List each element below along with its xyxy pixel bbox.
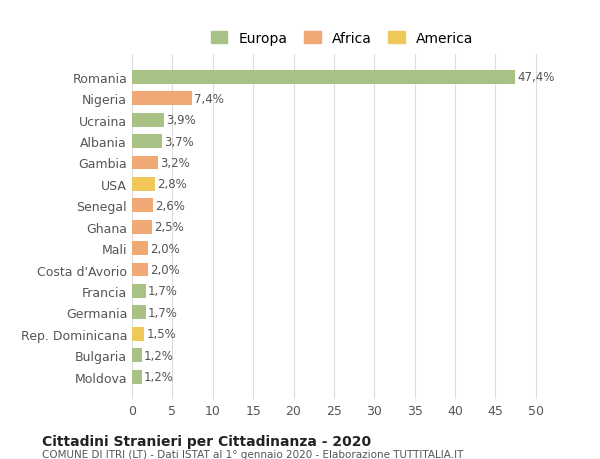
Bar [132,113,163,127]
Bar [132,348,142,362]
Bar [132,263,148,277]
Text: 1,7%: 1,7% [148,306,178,319]
Bar [132,92,192,106]
Bar [132,327,144,341]
Text: 2,6%: 2,6% [155,199,185,213]
Bar [132,178,155,191]
Bar [132,156,158,170]
Text: 1,5%: 1,5% [146,328,176,341]
Bar [132,199,153,213]
Bar [132,306,146,319]
Bar [132,370,142,384]
Text: 1,2%: 1,2% [144,370,174,383]
Text: 7,4%: 7,4% [194,93,224,106]
Bar [132,220,152,234]
Legend: Europa, Africa, America: Europa, Africa, America [206,28,478,50]
Bar [132,241,148,256]
Text: COMUNE DI ITRI (LT) - Dati ISTAT al 1° gennaio 2020 - Elaborazione TUTTITALIA.IT: COMUNE DI ITRI (LT) - Dati ISTAT al 1° g… [42,449,463,459]
Text: 3,9%: 3,9% [166,114,196,127]
Text: 1,2%: 1,2% [144,349,174,362]
Text: 1,7%: 1,7% [148,285,178,298]
Text: 2,8%: 2,8% [157,178,187,191]
Text: 2,0%: 2,0% [151,242,181,255]
Bar [132,135,162,149]
Text: 3,7%: 3,7% [164,135,194,148]
Text: 47,4%: 47,4% [517,71,554,84]
Text: Cittadini Stranieri per Cittadinanza - 2020: Cittadini Stranieri per Cittadinanza - 2… [42,434,371,448]
Bar [132,284,146,298]
Text: 3,2%: 3,2% [160,157,190,170]
Text: 2,5%: 2,5% [155,221,184,234]
Text: 2,0%: 2,0% [151,263,181,276]
Bar [132,71,515,84]
